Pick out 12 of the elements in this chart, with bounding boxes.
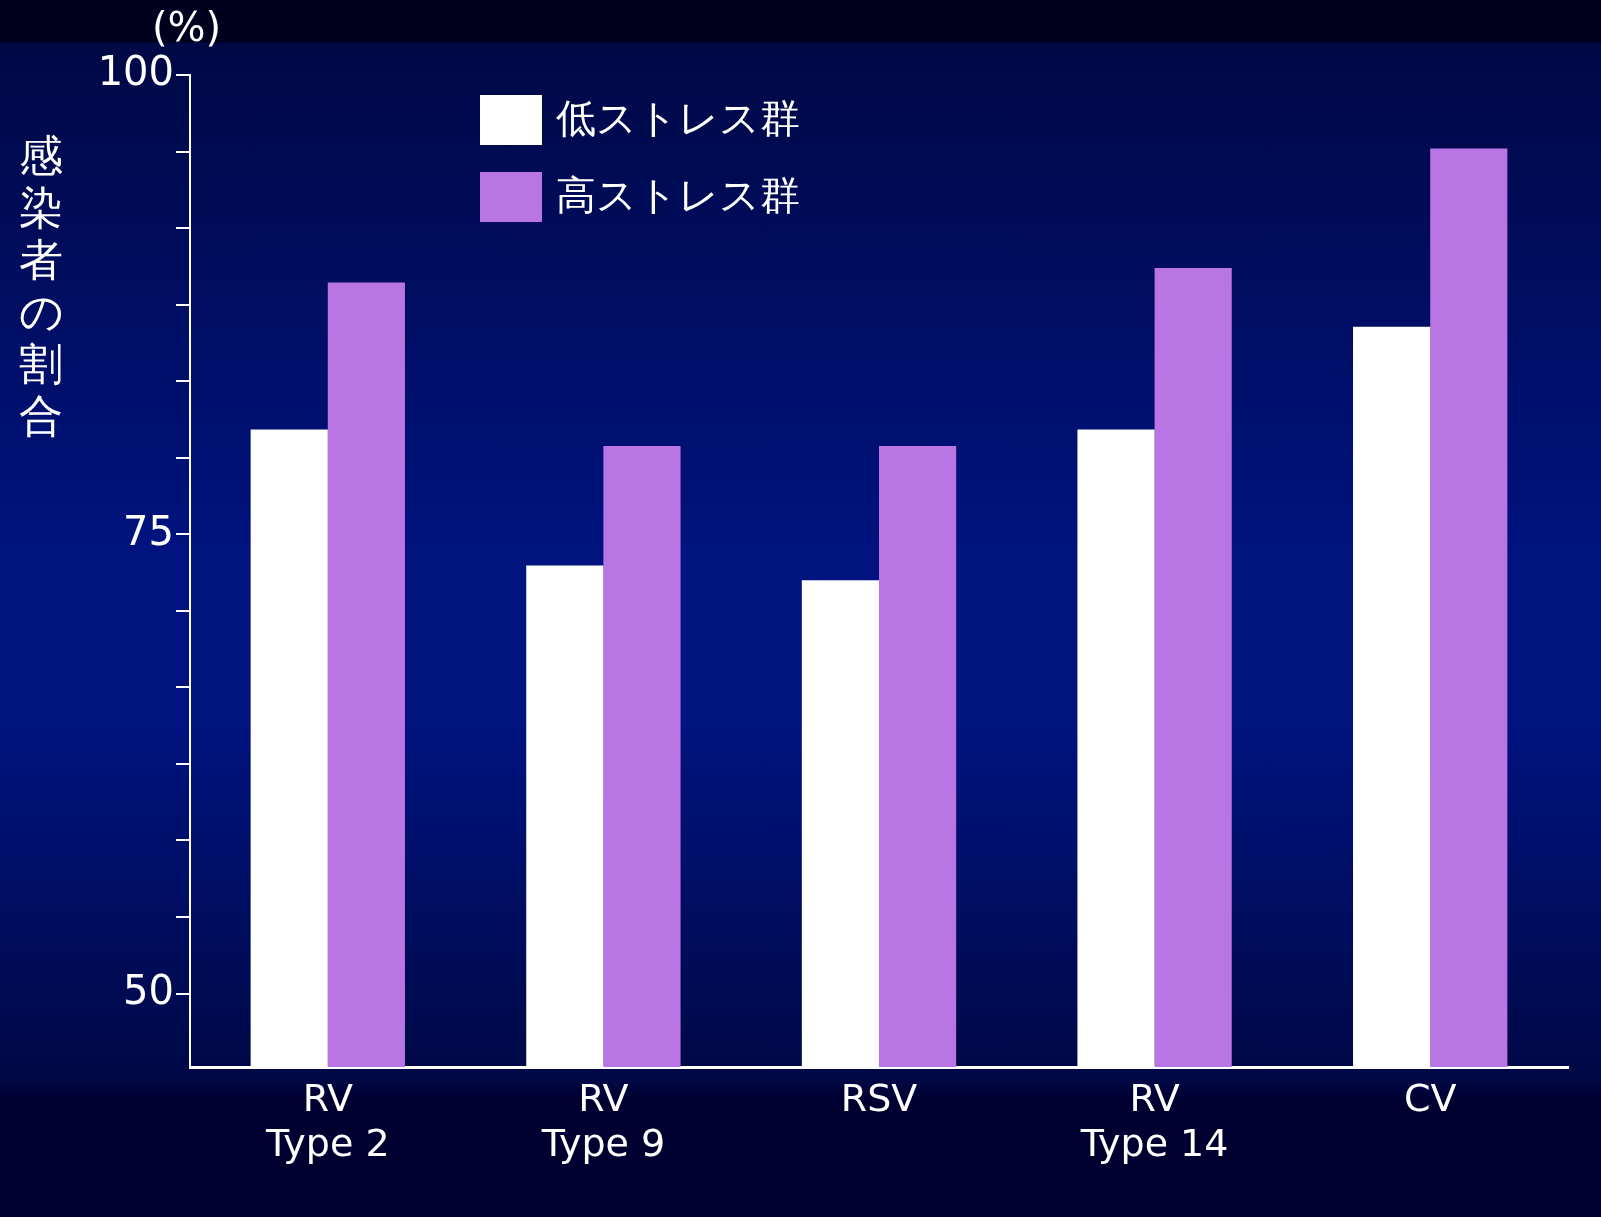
- x-tick-label: RSV: [840, 1075, 918, 1120]
- legend-label: 低ストレス群: [556, 95, 800, 142]
- text: (%): [152, 4, 222, 50]
- x-tick-label: RV Type 14: [1079, 1075, 1229, 1166]
- x-tick-label: CV: [1403, 1075, 1457, 1120]
- x-tick-label: RV Type 2: [265, 1075, 390, 1166]
- x-tick-label: RV Type 9: [540, 1075, 666, 1166]
- y-tick-label: 75: [123, 507, 174, 554]
- legend-label: 高ストレス群: [556, 172, 800, 219]
- y-tick-label: 100: [97, 48, 174, 95]
- y-tick-label: 50: [123, 966, 174, 1013]
- y-axis-title: 感染者の割合: [17, 130, 65, 442]
